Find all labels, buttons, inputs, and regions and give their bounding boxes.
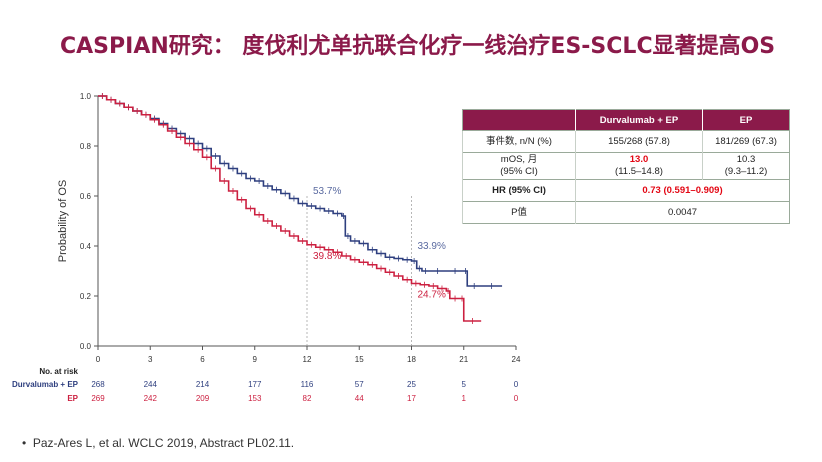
hr-table-row-mos: mOS, 月 (95% CI) 13.0 (11.5–14.8) 10.3 (9… [462,152,790,180]
risk-value: 153 [248,394,262,403]
landmark-label: 53.7% [313,186,341,197]
landmark-label: 33.9% [418,241,446,252]
x-tick-label: 21 [459,355,468,364]
x-tick-label: 15 [355,355,364,364]
y-tick-label: 0.0 [80,342,92,351]
risk-value: 177 [248,380,262,389]
risk-value: 0 [514,394,519,403]
mos-ep-ci: (9.3–11.2) [724,166,768,177]
hr-table-row-p: P值 0.0047 [462,201,790,224]
risk-value: 1 [462,394,467,403]
slide-title: CASPIAN研究： 度伐利尤单抗联合化疗一线治疗ES-SCLC显著提高OS [60,34,776,59]
chart-axes: 0 3 6 9 12 15 18 21 24 0.0 0.2 0.4 0.6 0.8 1.0 Probabil… [57,92,521,364]
reference-text: Paz-Ares L, et al. WCLC 2019, Abstract P… [32,436,295,450]
risk-value: 242 [144,394,158,403]
y-tick-label: 1.0 [80,92,92,101]
risk-row-label: Durvalumab + EP [12,380,79,389]
risk-value: 25 [407,380,416,389]
km-chart: 0 3 6 9 12 15 18 21 240.00.20.40.60.81.0Probabil… [12,92,521,403]
landmark-label: 39.8% [313,251,341,262]
landmark-guides [306,196,412,346]
hr-table-header: Durvalumab + EP EP [462,109,790,131]
p-value: 0.0047 [575,201,790,224]
risk-value: 5 [462,380,467,389]
events-label: 事件数, n/N (%) [462,130,576,153]
x-tick-label: 0 [96,355,101,364]
risk-value: 44 [355,394,364,403]
hr-value: 0.73 (0.591–0.909) [575,179,790,202]
risk-value: 209 [196,394,210,403]
bullet-icon: • [22,436,33,450]
risk-value: 116 [301,380,314,389]
hr-table-header-ep: EP [702,109,790,131]
risk-value: 244 [144,380,158,389]
mos-durvalumab-cell: 13.0 (11.5–14.8) [575,152,703,180]
x-tick-label: 3 [148,355,153,364]
risk-value: 17 [407,394,416,403]
hr-table-header-blank [462,109,576,131]
x-tick-label: 24 [512,355,521,364]
mos-label: mOS, 月 [500,154,538,165]
landmark-label: 24.7% [418,290,446,301]
reference-note: • Paz-Ares L, et al. WCLC 2019, Abstract… [22,436,294,450]
risk-table-header: No. at risk [39,367,78,376]
survival-curves [98,93,503,324]
risk-row-label: EP [67,394,78,403]
x-tick-label: 18 [407,355,416,364]
risk-value: 214 [196,380,210,389]
mos-durvalumab-ci: (11.5–14.8) [615,166,663,177]
mos-ep: 10.3 [736,154,756,165]
mos-ep-cell: 10.3 (9.3–11.2) [702,152,790,180]
landmark-annotations: 53.7% 39.8% 33.9% 24.7% [313,186,446,301]
hr-label: HR (95% CI) [462,179,576,202]
hr-summary-table: Durvalumab + EP EP 事件数, n/N (%) 155/268 … [462,109,790,224]
x-tick-label: 6 [200,355,205,364]
x-tick-label: 12 [303,355,312,364]
hr-table-row-events: 事件数, n/N (%) 155/268 (57.8) 181/269 (67.… [462,130,790,153]
hr-table-header-durvalumab: Durvalumab + EP [575,109,703,131]
hr-table-row-hr: HR (95% CI) 0.73 (0.591–0.909) [462,179,790,202]
mos-label-ci: (95% CI) [500,166,538,177]
y-tick-label: 0.6 [80,192,92,201]
x-tick-label: 9 [253,355,258,364]
mos-durvalumab: 13.0 [629,154,649,165]
mos-label-cell: mOS, 月 (95% CI) [462,152,576,180]
p-label: P值 [462,201,576,224]
events-ep: 181/269 (67.3) [702,130,790,153]
survival-curve [98,95,482,322]
risk-value: 82 [303,394,312,403]
y-tick-label: 0.2 [80,292,92,301]
y-tick-label: 0.4 [80,242,92,251]
y-axis-title: Probability of OS [57,180,69,263]
events-durvalumab: 155/268 (57.8) [575,130,703,153]
y-tick-label: 0.8 [80,142,92,151]
risk-value: 269 [91,394,105,403]
risk-value: 268 [91,380,105,389]
risk-value: 0 [514,380,519,389]
risk-value: 57 [355,380,364,389]
